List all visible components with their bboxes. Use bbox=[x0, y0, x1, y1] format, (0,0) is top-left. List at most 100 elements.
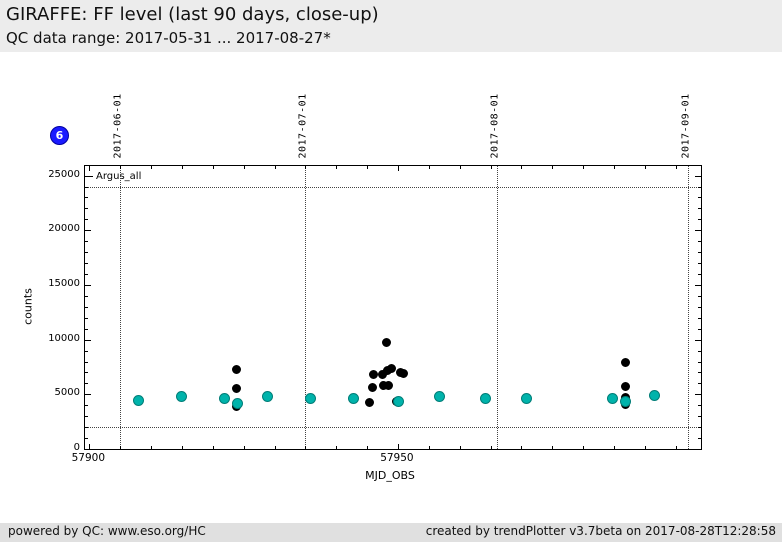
data-point-Argus_all bbox=[133, 394, 145, 406]
y-axis-tick bbox=[85, 328, 88, 330]
x-axis-tick bbox=[151, 166, 152, 169]
data-point-Argus_all bbox=[232, 397, 243, 409]
y-axis-tick bbox=[85, 350, 88, 352]
y-axis-tick bbox=[85, 284, 91, 286]
x-axis-tick bbox=[552, 166, 554, 169]
top-date-label: 2017-06-01 bbox=[112, 93, 124, 159]
data-point-black bbox=[620, 381, 630, 391]
y-axis-tick bbox=[698, 350, 701, 352]
data-point-black bbox=[367, 382, 377, 392]
data-point-Argus_all bbox=[348, 393, 359, 405]
legend-label: Argus_all bbox=[96, 171, 142, 182]
chart-subtitle: QC data range: 2017-05-31 ... 2017-08-27… bbox=[6, 29, 331, 47]
x-axis-tick bbox=[274, 166, 276, 169]
y-axis-tick bbox=[698, 306, 701, 308]
data-point-Argus_all bbox=[479, 393, 491, 405]
y-axis-tick bbox=[698, 405, 701, 407]
y-axis-title: counts bbox=[21, 288, 35, 325]
chart-header: GIRAFFE: FF level (last 90 days, close-u… bbox=[0, 0, 782, 52]
y-tick-label: 0 bbox=[73, 442, 80, 453]
month-gridline bbox=[120, 166, 122, 449]
y-axis-tick bbox=[698, 416, 701, 418]
data-point-Argus_all bbox=[393, 395, 405, 407]
x-axis-tick bbox=[552, 446, 554, 449]
y-axis-tick bbox=[85, 197, 88, 199]
y-axis-tick bbox=[85, 449, 91, 450]
y-axis-tick bbox=[695, 284, 701, 286]
x-axis-tick bbox=[644, 446, 646, 449]
x-axis-tick bbox=[614, 446, 615, 449]
chart-title: GIRAFFE: FF level (last 90 days, close-u… bbox=[6, 4, 379, 25]
x-axis-tick bbox=[181, 166, 183, 169]
data-point-black bbox=[232, 364, 242, 374]
data-point-Argus_all bbox=[649, 389, 661, 401]
y-axis-tick bbox=[85, 186, 88, 188]
month-gridline bbox=[305, 166, 307, 449]
y-axis-tick bbox=[85, 241, 88, 243]
data-point-Argus_all bbox=[520, 392, 532, 404]
y-axis-tick bbox=[698, 274, 701, 275]
data-point-black bbox=[368, 369, 378, 379]
x-tick-label: 57950 bbox=[380, 452, 414, 464]
data-point-black bbox=[365, 397, 374, 407]
x-axis-tick bbox=[459, 446, 461, 449]
y-axis-tick bbox=[85, 208, 88, 210]
y-axis-tick bbox=[85, 219, 88, 221]
y-axis-tick bbox=[698, 295, 701, 297]
y-axis-tick bbox=[85, 438, 88, 440]
data-point-Argus_all bbox=[175, 391, 187, 403]
x-axis-tick bbox=[675, 446, 677, 449]
y-tick-label: 10000 bbox=[48, 332, 80, 344]
x-axis-tick bbox=[305, 166, 307, 169]
data-point-Argus_all bbox=[619, 396, 631, 408]
data-point-black bbox=[384, 380, 394, 390]
x-axis-tick bbox=[644, 166, 646, 169]
data-point-black bbox=[381, 338, 391, 348]
y-tick-label: 15000 bbox=[48, 277, 80, 289]
y-axis-tick bbox=[698, 241, 701, 243]
top-date-label: 2017-08-01 bbox=[489, 93, 501, 159]
legend: Argus_all bbox=[86, 171, 141, 182]
legend-key-line bbox=[86, 176, 93, 177]
x-axis-tick bbox=[521, 166, 523, 169]
y-axis-tick bbox=[698, 383, 701, 385]
data-point-Argus_all bbox=[219, 392, 230, 404]
y-axis-tick bbox=[85, 427, 88, 429]
y-axis-tick bbox=[85, 263, 88, 264]
x-axis-tick bbox=[675, 166, 677, 169]
y-axis-tick bbox=[698, 219, 701, 221]
month-gridline bbox=[496, 166, 498, 449]
y-axis-tick bbox=[695, 339, 701, 341]
y-tick-label: 25000 bbox=[48, 168, 80, 180]
y-axis-tick bbox=[698, 361, 701, 363]
y-axis-tick bbox=[85, 317, 88, 319]
x-axis-tick bbox=[428, 166, 430, 169]
data-point-Argus_all bbox=[304, 393, 316, 405]
y-axis-tick bbox=[85, 306, 88, 308]
x-axis-tick bbox=[397, 444, 399, 449]
x-axis-tick bbox=[490, 166, 492, 169]
x-axis-tick bbox=[212, 166, 214, 169]
y-tick-label: 20000 bbox=[48, 223, 80, 235]
x-axis-tick bbox=[521, 446, 523, 449]
x-axis-tick bbox=[181, 446, 183, 449]
threshold-line bbox=[85, 186, 701, 188]
top-date-label: 2017-07-01 bbox=[297, 93, 309, 159]
x-axis-tick bbox=[305, 446, 307, 449]
x-axis-tick bbox=[336, 446, 338, 449]
x-axis-tick bbox=[89, 166, 91, 171]
data-point-Argus_all bbox=[607, 392, 619, 404]
x-axis-tick bbox=[212, 446, 214, 449]
x-axis-tick bbox=[89, 444, 91, 449]
count-badge: 6 bbox=[50, 126, 69, 145]
data-point-black bbox=[399, 369, 408, 379]
data-point-black bbox=[386, 363, 396, 373]
y-axis-tick bbox=[698, 427, 701, 429]
data-point-Argus_all bbox=[433, 390, 445, 402]
y-axis-tick bbox=[85, 372, 88, 374]
footer: powered by QC: www.eso.org/HC created by… bbox=[0, 523, 782, 542]
y-axis-tick bbox=[698, 208, 701, 210]
x-axis-tick bbox=[243, 446, 245, 449]
x-axis-tick bbox=[120, 166, 122, 169]
